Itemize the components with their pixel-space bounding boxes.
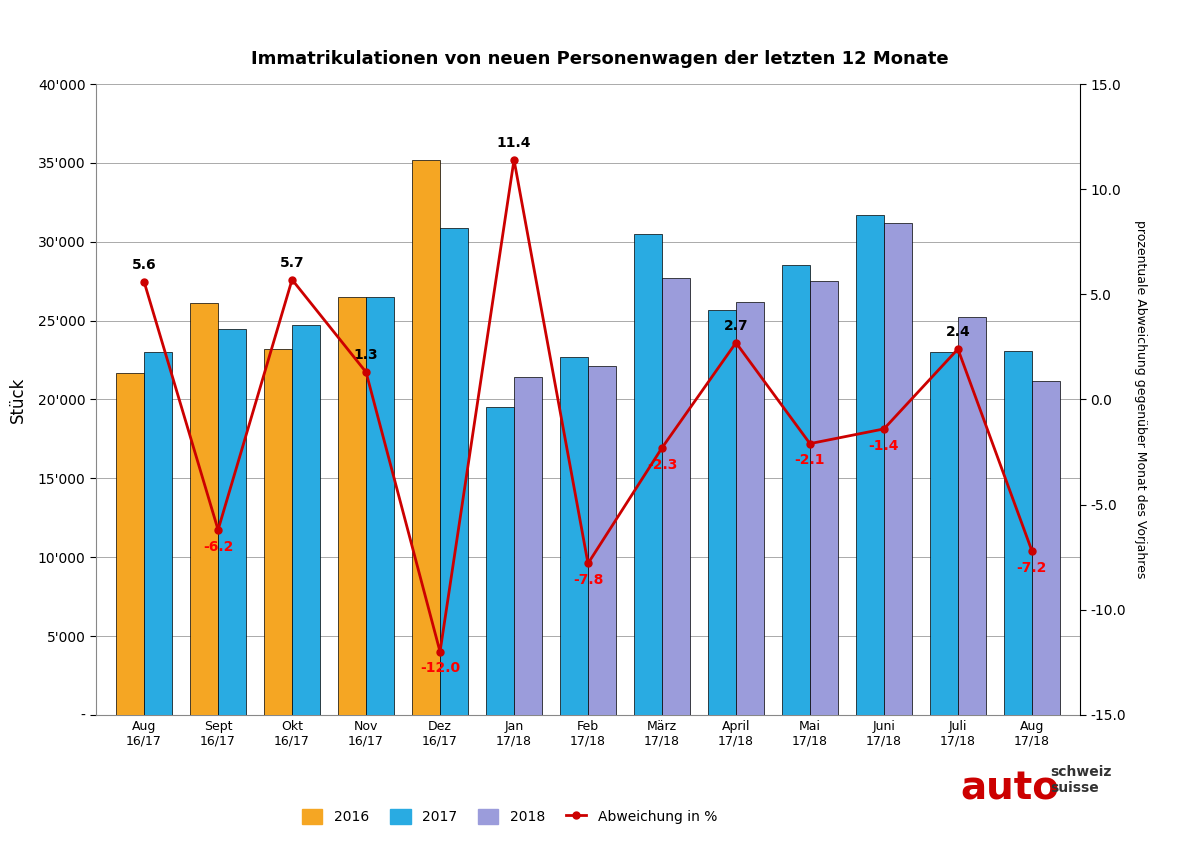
Legend: 2016, 2017, 2018, Abweichung in %: 2016, 2017, 2018, Abweichung in % xyxy=(296,804,722,830)
Text: 1.3: 1.3 xyxy=(354,348,378,362)
Text: -7.8: -7.8 xyxy=(572,574,604,587)
Bar xyxy=(662,278,690,715)
Bar xyxy=(930,352,958,715)
Bar xyxy=(958,318,986,715)
Text: -2.3: -2.3 xyxy=(647,458,677,472)
Bar xyxy=(486,407,514,715)
Text: -1.4: -1.4 xyxy=(869,439,899,452)
Bar xyxy=(1003,351,1032,715)
Bar xyxy=(440,228,468,715)
Bar xyxy=(736,302,764,715)
Bar xyxy=(264,349,292,715)
Bar xyxy=(514,378,542,715)
Bar xyxy=(366,297,394,715)
Text: Immatrikulationen von neuen Personenwagen der letzten 12 Monate: Immatrikulationen von neuen Personenwage… xyxy=(251,50,949,68)
Bar xyxy=(190,304,218,715)
Text: 5.6: 5.6 xyxy=(132,258,156,272)
Text: schweiz
suisse: schweiz suisse xyxy=(1050,764,1111,795)
Bar xyxy=(144,352,173,715)
Text: -2.1: -2.1 xyxy=(794,453,826,468)
Text: -6.2: -6.2 xyxy=(203,540,233,553)
Text: 5.7: 5.7 xyxy=(280,256,305,270)
Bar xyxy=(412,160,440,715)
Text: 11.4: 11.4 xyxy=(497,136,532,150)
Bar xyxy=(218,329,246,715)
Text: -12.0: -12.0 xyxy=(420,662,460,675)
Bar xyxy=(810,281,838,715)
Text: 2.4: 2.4 xyxy=(946,325,971,339)
Y-axis label: prozentuale Abweichung gegenüber Monat des Vorjahres: prozentuale Abweichung gegenüber Monat d… xyxy=(1134,220,1147,579)
Bar xyxy=(588,367,616,715)
Bar xyxy=(338,297,366,715)
Bar xyxy=(116,373,144,715)
Text: auto: auto xyxy=(960,770,1058,807)
Bar xyxy=(856,215,884,715)
Bar xyxy=(292,325,320,715)
Text: -7.2: -7.2 xyxy=(1016,561,1048,574)
Bar xyxy=(782,266,810,715)
Bar xyxy=(1032,380,1060,715)
Y-axis label: Stück: Stück xyxy=(8,376,26,423)
Bar xyxy=(560,357,588,715)
Bar xyxy=(884,223,912,715)
Text: 2.7: 2.7 xyxy=(724,319,749,333)
Bar xyxy=(634,234,662,715)
Bar xyxy=(708,309,736,715)
